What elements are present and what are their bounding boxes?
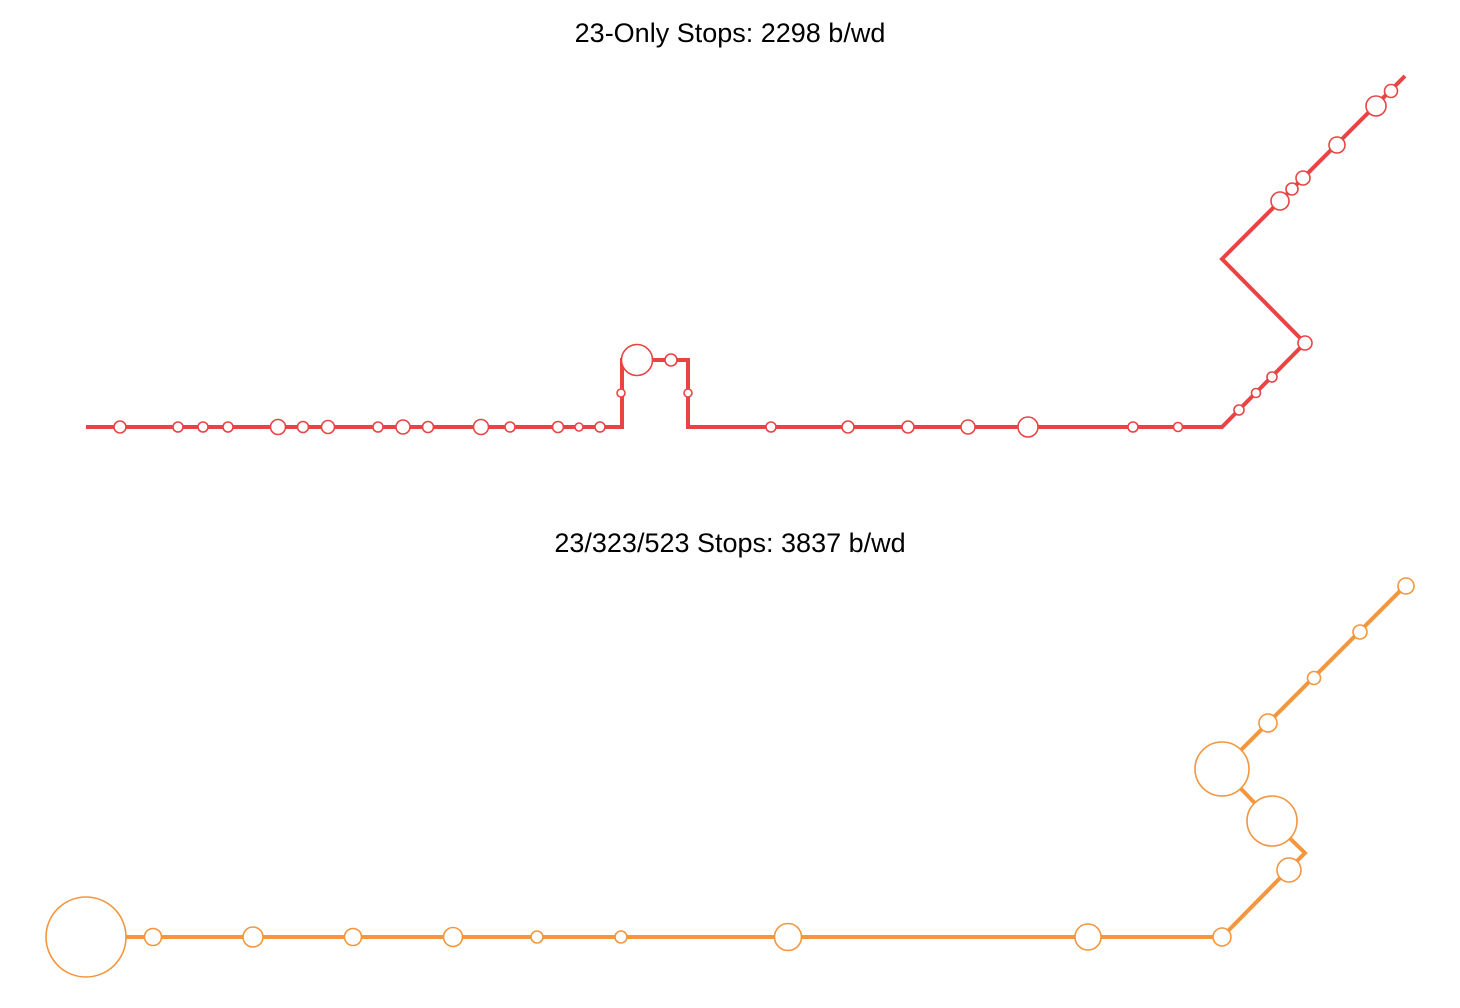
panel-title: 23/323/523 Stops: 3837 b/wd [554, 528, 906, 558]
stop-circle-8[interactable] [773, 922, 803, 952]
route-line [86, 74, 1407, 429]
stop-circle-1[interactable] [45, 896, 127, 978]
stop-circle-6[interactable] [296, 420, 310, 434]
route-diagram-23-only [86, 74, 1407, 438]
stop-circle-13[interactable] [1194, 741, 1250, 797]
panel-title: 23-Only Stops: 2298 b/wd [574, 18, 886, 48]
stop-circle-4[interactable] [343, 927, 363, 947]
stop-circle-22[interactable] [901, 420, 915, 434]
stop-circle-28[interactable] [1250, 387, 1262, 399]
stop-circle-8[interactable] [372, 421, 384, 433]
stop-circle-23[interactable] [960, 419, 976, 435]
stop-circle-12[interactable] [504, 421, 516, 433]
stop-circle-9[interactable] [1074, 923, 1102, 951]
stop-circle-9[interactable] [395, 419, 411, 435]
stop-circle-32[interactable] [1285, 182, 1299, 196]
stop-circle-7[interactable] [614, 930, 628, 944]
stop-circle-10[interactable] [421, 420, 435, 434]
stop-circle-5[interactable] [442, 926, 464, 948]
stop-circle-36[interactable] [1383, 83, 1399, 99]
route-diagram-23-323-523 [45, 577, 1415, 978]
panel-23-323-523: 23/323/523 Stops: 3837 b/wd [0, 510, 1460, 1008]
stop-circle-3[interactable] [197, 421, 209, 433]
stop-circle-20[interactable] [765, 421, 777, 433]
panel-23-only: 23-Only Stops: 2298 b/wd [0, 0, 1460, 500]
stop-circle-11[interactable] [1276, 857, 1302, 883]
stop-circle-25[interactable] [1127, 421, 1139, 433]
stop-circle-14[interactable] [574, 422, 584, 432]
stop-circle-15[interactable] [594, 421, 606, 433]
stop-circle-35[interactable] [1365, 95, 1387, 117]
stop-circle-19[interactable] [683, 388, 693, 398]
stop-circle-16[interactable] [1352, 624, 1368, 640]
stop-circle-17[interactable] [1397, 577, 1415, 595]
stop-circle-1[interactable] [113, 420, 127, 434]
stop-circle-21[interactable] [841, 420, 855, 434]
stop-circle-14[interactable] [1258, 713, 1278, 733]
stop-circle-2[interactable] [172, 421, 184, 433]
stop-circle-29[interactable] [1266, 371, 1278, 383]
stop-circle-2[interactable] [143, 927, 163, 947]
stop-circle-18[interactable] [664, 353, 678, 367]
stop-circle-17[interactable] [620, 343, 654, 377]
stop-circle-11[interactable] [472, 418, 490, 436]
stop-circle-24[interactable] [1017, 416, 1039, 438]
stop-circle-7[interactable] [320, 419, 336, 435]
stop-circle-13[interactable] [551, 420, 565, 434]
stop-circle-5[interactable] [269, 418, 287, 436]
stop-circle-4[interactable] [222, 421, 234, 433]
stop-circle-15[interactable] [1306, 670, 1322, 686]
stop-circle-33[interactable] [1295, 170, 1311, 186]
stop-circle-16[interactable] [616, 388, 626, 398]
stop-circle-26[interactable] [1172, 421, 1184, 433]
stop-circle-30[interactable] [1297, 335, 1313, 351]
stop-circle-10[interactable] [1212, 927, 1232, 947]
stop-circle-27[interactable] [1233, 404, 1245, 416]
stop-circle-12[interactable] [1246, 795, 1298, 847]
stop-circle-6[interactable] [530, 930, 544, 944]
stop-circle-31[interactable] [1270, 191, 1290, 211]
stop-circle-3[interactable] [242, 926, 264, 948]
stop-circle-34[interactable] [1328, 136, 1346, 154]
